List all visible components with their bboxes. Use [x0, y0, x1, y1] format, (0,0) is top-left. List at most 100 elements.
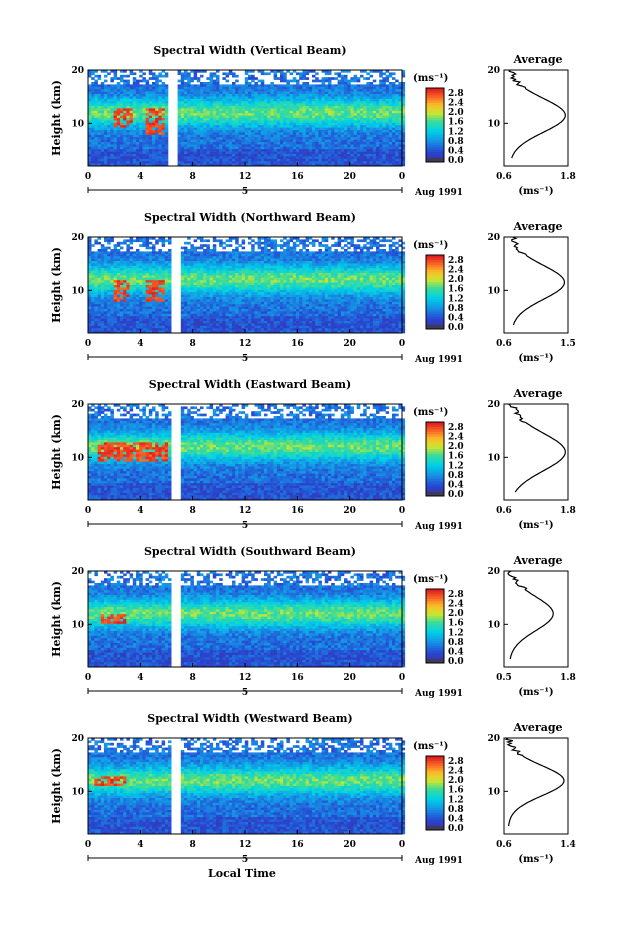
average-x-tick-label: 0.6 [496, 172, 512, 182]
colorbar-tick-label: 2.0 [448, 108, 464, 118]
x-tick-label: 0 [399, 506, 405, 516]
colorbar-tick-label: 0.8 [448, 638, 464, 648]
average-profile-line [511, 236, 566, 326]
x-tick-label: 0 [399, 172, 405, 182]
colorbar-tick-label: 2.8 [448, 89, 464, 99]
y-tick-label: 20 [71, 66, 84, 76]
colorbar-tick-label: 1.6 [448, 452, 464, 462]
average-unit: (ms⁻¹) [518, 687, 553, 698]
panel-4: Spectral Width (Westward Beam) Height (km… [50, 712, 576, 866]
heatmap-field [88, 738, 406, 835]
x-tick-label: 16 [291, 840, 304, 850]
y-tick-label: 20 [71, 567, 84, 577]
colorbar-tick-label: 0.4 [448, 647, 464, 657]
average-y-tick-label: 10 [487, 286, 500, 296]
colorbar-tick-label: 2.8 [448, 590, 464, 600]
x-tick-label: 16 [291, 172, 304, 182]
x-tick-label: 20 [343, 172, 356, 182]
x-tick-label: 0 [399, 339, 405, 349]
day-label: 5 [242, 855, 248, 865]
colorbar-tick-label: 2.4 [448, 266, 464, 276]
x-tick-label: 4 [137, 673, 143, 683]
average-unit: (ms⁻¹) [518, 353, 553, 364]
colorbar-tick-label: 2.4 [448, 767, 464, 777]
y-axis-label: Height (km) [50, 414, 63, 490]
average-frame [503, 570, 569, 668]
colorbar-tick-label: 2.0 [448, 275, 464, 285]
colorbar-tick-label: 0.0 [448, 824, 464, 834]
panel-title: Spectral Width (Southward Beam) [144, 545, 356, 558]
average-profile-line [508, 403, 566, 493]
colorbar-tick-label: 1.2 [448, 461, 464, 471]
heatmap-field [88, 571, 406, 668]
y-tick-label: 10 [71, 620, 84, 630]
x-tick-label: 4 [137, 172, 143, 182]
colorbar-frame [425, 87, 445, 163]
average-x-tick-label: 0.6 [496, 506, 512, 516]
colorbar-tick-label: 0.4 [448, 313, 464, 323]
colorbar-tick-label: 2.4 [448, 433, 464, 443]
panel-0: Spectral Width (Vertical Beam) Height (km… [50, 44, 576, 198]
colorbar-frame [425, 755, 445, 831]
x-tick-label: 0 [399, 673, 405, 683]
y-axis-label: Height (km) [50, 247, 63, 323]
x-tick-label: 0 [85, 506, 91, 516]
colorbar-tick-label: 0.0 [448, 490, 464, 500]
average-title: Average [512, 220, 562, 233]
average-profile-line [507, 570, 554, 660]
x-tick-label: 0 [85, 339, 91, 349]
x-tick-label: 4 [137, 840, 143, 850]
y-tick-label: 20 [71, 233, 84, 243]
day-label: 5 [242, 521, 248, 531]
y-tick-label: 20 [71, 400, 84, 410]
colorbar-tick-label: 0.8 [448, 137, 464, 147]
average-unit: (ms⁻¹) [518, 186, 553, 197]
colorbar-tick-label: 2.8 [448, 757, 464, 767]
date-label: Aug 1991 [414, 522, 463, 532]
colorbar-tick-label: 1.6 [448, 619, 464, 629]
average-x-tick-label: 1.8 [560, 506, 576, 516]
colorbar-tick-label: 2.0 [448, 776, 464, 786]
colorbar-tick-label: 0.0 [448, 657, 464, 667]
y-tick-label: 10 [71, 453, 84, 463]
x-tick-label: 12 [239, 840, 252, 850]
y-tick-label: 10 [71, 787, 84, 797]
x-tick-label: 0 [399, 840, 405, 850]
colorbar-tick-label: 2.8 [448, 256, 464, 266]
x-tick-label: 8 [190, 339, 196, 349]
colorbar-unit: (ms⁻¹) [413, 741, 448, 752]
average-frame [503, 69, 569, 167]
x-tick-label: 12 [239, 172, 252, 182]
colorbar-frame [425, 254, 445, 330]
panel-1: Spectral Width (Northward Beam) Height (k… [50, 211, 576, 365]
y-tick-label: 10 [71, 119, 84, 129]
x-tick-label: 20 [343, 840, 356, 850]
average-profile-line [504, 737, 565, 827]
average-x-tick-label: 0.5 [496, 673, 512, 683]
panel-title: Spectral Width (Westward Beam) [147, 712, 352, 725]
panel-title: Spectral Width (Eastward Beam) [149, 378, 351, 391]
day-label: 5 [242, 354, 248, 364]
colorbar-tick-label: 1.6 [448, 786, 464, 796]
colorbar [426, 756, 444, 831]
average-unit: (ms⁻¹) [518, 520, 553, 531]
date-label: Aug 1991 [414, 689, 463, 699]
colorbar [426, 422, 444, 497]
average-y-tick-label: 10 [487, 453, 500, 463]
x-tick-label: 8 [190, 172, 196, 182]
colorbar-tick-label: 1.2 [448, 294, 464, 304]
colorbar [426, 255, 444, 330]
panel-2: Spectral Width (Eastward Beam) Height (km… [50, 378, 576, 532]
colorbar-tick-label: 0.0 [448, 156, 464, 166]
colorbar-tick-label: 2.4 [448, 600, 464, 610]
panel-3: Spectral Width (Southward Beam) Height (k… [50, 545, 576, 699]
colorbar-tick-label: 1.2 [448, 628, 464, 638]
average-title: Average [512, 554, 562, 567]
y-axis-label: Height (km) [50, 581, 63, 657]
colorbar-frame [425, 421, 445, 497]
colorbar-tick-label: 0.8 [448, 471, 464, 481]
x-tick-label: 16 [291, 673, 304, 683]
average-title: Average [512, 721, 562, 734]
colorbar-tick-label: 0.8 [448, 304, 464, 314]
